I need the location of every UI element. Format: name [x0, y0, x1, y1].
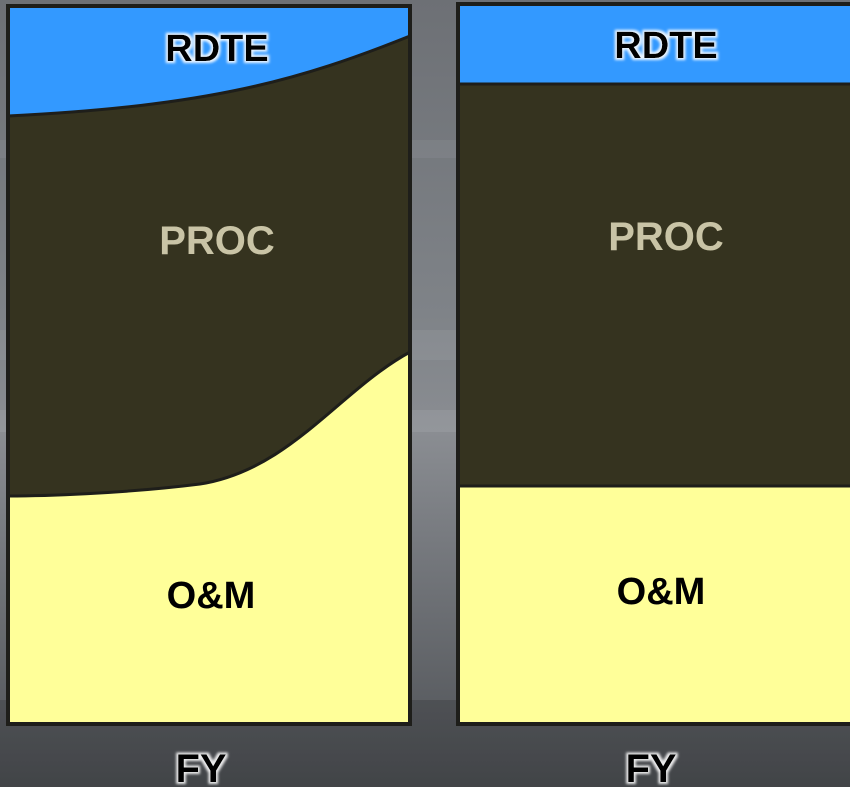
rdte-label-left: RDTE — [165, 28, 268, 70]
fy-label-left: FY — [175, 747, 226, 787]
om-label-right: O&M — [617, 571, 706, 613]
proc-label-left: PROC — [159, 219, 275, 263]
om-area-right — [458, 486, 850, 724]
rdte-area-left — [8, 6, 410, 116]
rdte-label-right: RDTE — [614, 25, 717, 67]
proc-area-left — [8, 6, 410, 496]
om-label-left: O&M — [167, 575, 256, 617]
rdte-proc-boundary-left — [7, 34, 411, 118]
fy-label-right: FY — [625, 747, 676, 787]
proc-om-boundary-left — [7, 350, 411, 498]
rdte-area-right — [458, 4, 850, 84]
panel-left: RDTE PROC O&M FY — [6, 4, 412, 787]
panel-left-border — [6, 4, 412, 726]
proc-label-right: PROC — [608, 215, 724, 259]
panel-right-border — [456, 2, 850, 726]
panel-right: RDTE PROC O&M FY — [456, 2, 850, 787]
proc-area-right — [458, 84, 850, 486]
